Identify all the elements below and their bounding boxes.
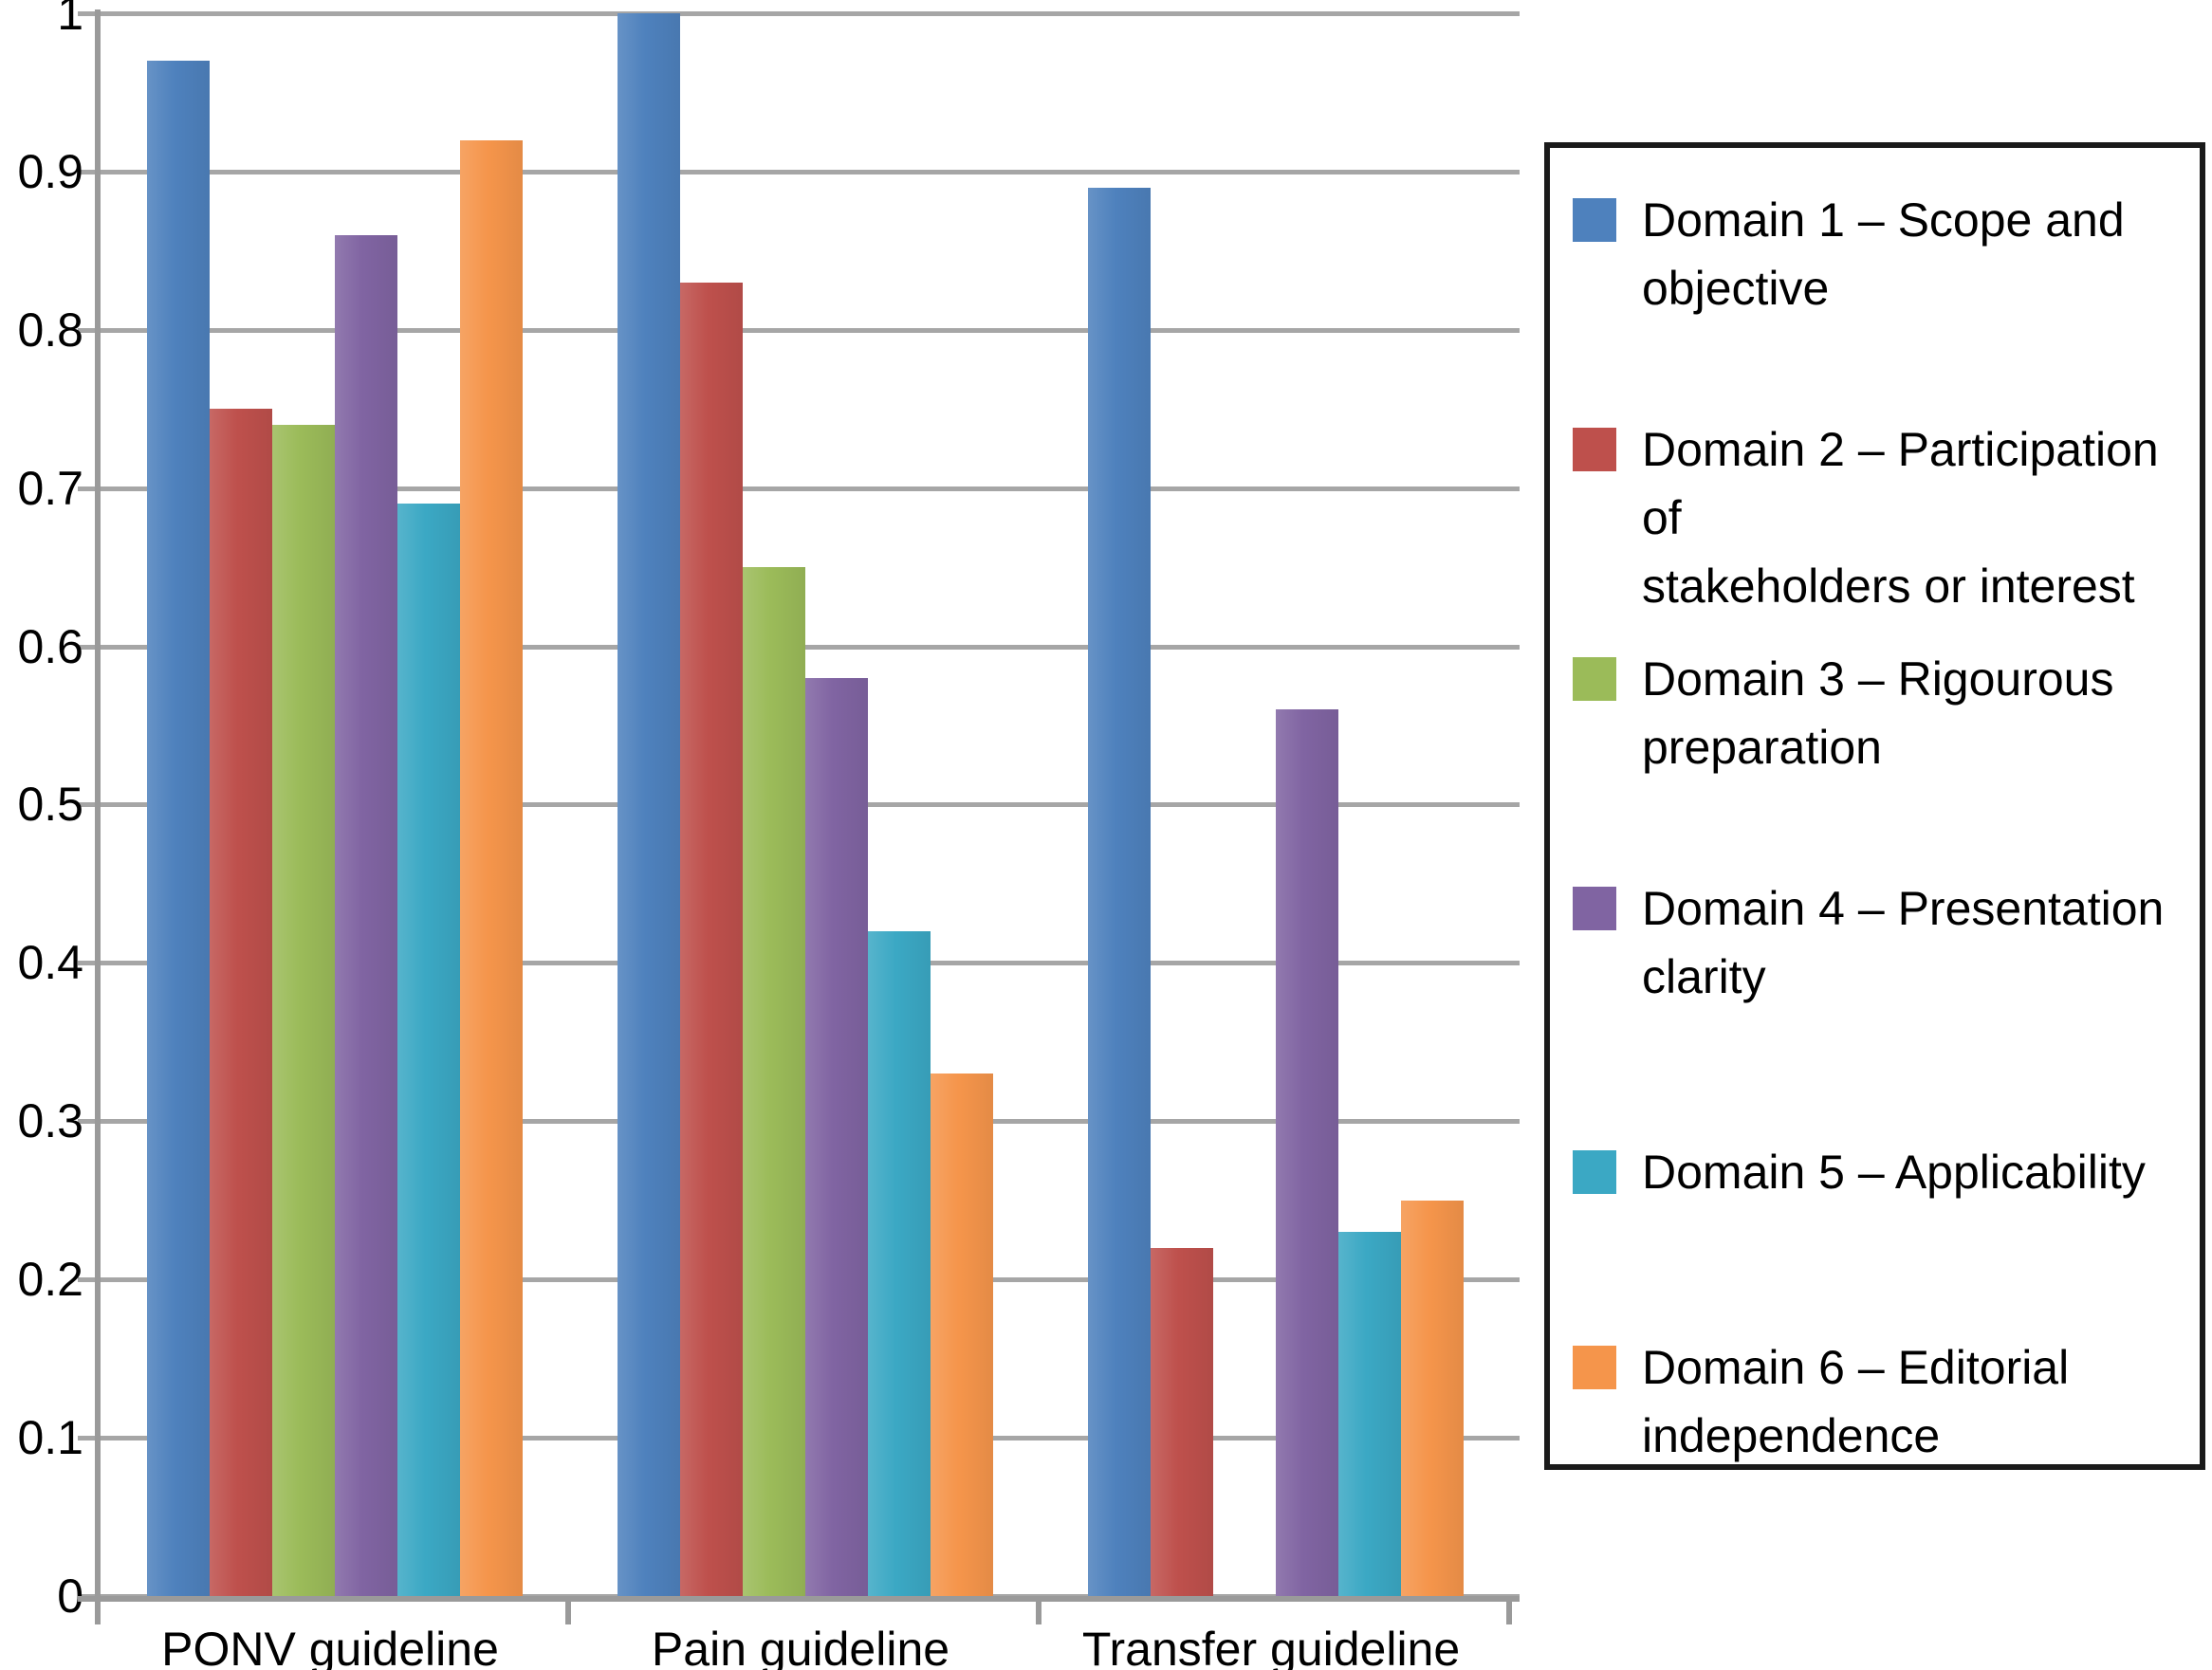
y-axis-line [95,9,101,1602]
bar-series4-cat3 [1276,709,1338,1596]
legend-item-domain-1: Domain 1 – Scope and objective [1550,186,2200,322]
legend-item-domain-6: Domain 6 – Editorial independence [1550,1333,2200,1470]
bar-series3-cat1 [272,425,335,1596]
x-axis-tick [1506,1596,1512,1624]
bar-series5-cat3 [1338,1232,1401,1596]
legend-swatch-icon [1573,428,1616,471]
x-axis-category-label: PONV guideline [161,1623,499,1670]
legend-item-domain-4: Domain 4 – Presentation clarity [1550,874,2200,1011]
bar-series2-cat2 [680,283,743,1596]
bar-shade [210,409,272,1596]
legend-swatch-icon [1573,1150,1616,1194]
bar-shade [460,140,523,1596]
bar-shade [1338,1232,1401,1596]
y-axis-tick-label: 0.9 [17,145,83,198]
bar-shade [931,1074,993,1596]
bar-shade [618,13,680,1596]
legend-swatch-icon [1573,1346,1616,1389]
y-axis-tick-label: 0.3 [17,1094,83,1147]
bar-shade [397,504,460,1596]
gridline-0.9 [78,170,1520,174]
bar-series4-cat1 [335,235,397,1596]
bar-series6-cat2 [931,1074,993,1596]
legend-label: Domain 4 – Presentation clarity [1642,882,2165,1003]
x-axis-tick [1036,1596,1041,1624]
y-axis-tick-label: 1 [57,0,83,40]
bar-shade [868,931,931,1596]
bar-shade [272,425,335,1596]
legend-item-domain-5: Domain 5 – Applicability [1550,1104,2200,1240]
bar-series5-cat1 [397,504,460,1596]
y-axis-tick-label: 0 [57,1569,83,1623]
bar-series5-cat2 [868,931,931,1596]
bar-series6-cat1 [460,140,523,1596]
legend-label: Domain 5 – Applicability [1642,1146,2146,1199]
y-axis-tick-label: 0.8 [17,303,83,357]
legend-item-domain-2: Domain 2 – Participation of stakeholders… [1550,415,2200,613]
x-axis-tick [565,1596,571,1624]
bar-series4-cat2 [805,678,868,1596]
bar-series2-cat1 [210,409,272,1596]
bar-shade [680,283,743,1596]
legend-label: Domain 2 – Participation of stakeholders… [1642,423,2159,613]
bar-shade [335,235,397,1596]
x-axis-category-label: Pain guideline [651,1623,950,1670]
legend-swatch-icon [1573,657,1616,701]
x-axis-line [78,1596,1520,1602]
x-axis-category-label: Transfer guideline [1081,1623,1461,1670]
legend-label: Domain 1 – Scope and objective [1642,193,2125,315]
x-axis-tick [95,1596,101,1624]
bar-series6-cat3 [1401,1201,1464,1596]
legend-swatch-icon [1573,887,1616,930]
legend-label: Domain 3 – Rigourous preparation [1642,652,2114,774]
bar-shade [743,567,805,1596]
bar-series3-cat2 [743,567,805,1596]
legend-item-domain-3: Domain 3 – Rigourous preparation [1550,645,2200,781]
bar-series1-cat2 [618,13,680,1596]
bar-shade [1401,1201,1464,1596]
gridline-1 [78,11,1520,16]
y-axis-tick-label: 0.6 [17,620,83,673]
bar-series1-cat3 [1088,188,1151,1596]
bar-series1-cat1 [147,61,210,1596]
legend-label: Domain 6 – Editorial independence [1642,1341,2070,1462]
bar-shade [805,678,868,1596]
bar-shade [1151,1248,1213,1596]
bar-series2-cat3 [1151,1248,1213,1596]
legend-box: Domain 1 – Scope and objective Domain 2 –… [1544,142,2205,1470]
y-axis-tick-label: 0.7 [17,462,83,515]
bar-shade [1088,188,1151,1596]
y-axis-tick-label: 0.1 [17,1411,83,1464]
bar-shade [147,61,210,1596]
y-axis-tick-label: 0.5 [17,778,83,831]
y-axis-tick-label: 0.4 [17,936,83,989]
legend-swatch-icon [1573,198,1616,242]
y-axis-tick-label: 0.2 [17,1253,83,1306]
gridline-0.7 [78,486,1520,491]
bar-shade [1276,709,1338,1596]
gridline-0.8 [78,328,1520,333]
